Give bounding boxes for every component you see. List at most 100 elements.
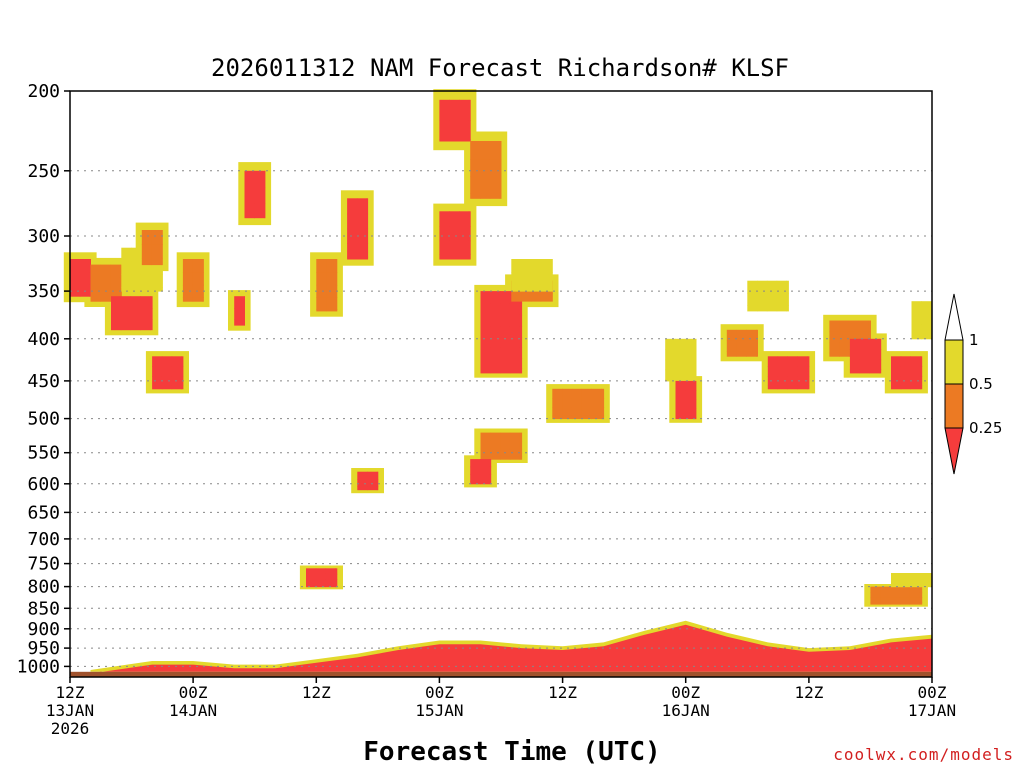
ri-cell (829, 331, 840, 343)
x-tick-label: 2026 (51, 719, 90, 738)
boundary-layer (70, 620, 932, 677)
ri-cell (891, 578, 902, 585)
ri-cell (316, 297, 327, 310)
ri-cell (152, 385, 163, 390)
ri-cell (766, 293, 778, 306)
ri-cell (244, 296, 245, 309)
ri-cell (306, 584, 317, 588)
ri-cell (366, 228, 369, 244)
ri-cell (500, 326, 511, 338)
ri-cell (747, 305, 758, 312)
x-tick-label: 12Z (56, 683, 85, 702)
ri-cell (449, 226, 460, 242)
ri-cell (347, 243, 358, 258)
ri-cell (489, 193, 501, 199)
ri-cell (244, 170, 255, 189)
ri-cell (459, 240, 470, 255)
ri-cell (581, 407, 592, 417)
ri-cell (591, 407, 602, 417)
y-tick-label: 850 (27, 598, 60, 619)
ri-cell (489, 481, 492, 485)
ri-cell (499, 193, 502, 199)
ri-cell (509, 448, 521, 458)
ri-cell (89, 259, 91, 273)
ri-cell (161, 385, 173, 390)
ri-cell (571, 388, 583, 399)
ri-cell (807, 376, 810, 387)
ri-cell (131, 287, 142, 292)
ri-cell (499, 159, 502, 177)
ri-cell (326, 259, 337, 273)
ri-cell (70, 284, 81, 297)
ri-cell (829, 342, 840, 354)
ri-cell (470, 176, 481, 194)
ri-cell (684, 349, 696, 361)
ri-cell (694, 349, 697, 361)
ri-cell (141, 257, 153, 266)
ri-cell (264, 170, 266, 189)
ri-cell (900, 366, 911, 377)
ri-cell (766, 280, 778, 294)
ri-cell (490, 448, 501, 458)
ri-cell (521, 293, 532, 302)
ri-cell (490, 368, 501, 374)
ri-cell (920, 356, 923, 367)
ri-cell (909, 586, 920, 593)
ri-cell (470, 159, 481, 177)
ri-cell (111, 296, 122, 309)
y-tick-label: 950 (27, 638, 60, 659)
ri-cell (757, 305, 768, 312)
ri-cell (921, 324, 932, 336)
ri-cell (89, 272, 91, 286)
ri-cell (521, 259, 532, 273)
ri-cell (480, 337, 491, 349)
ri-cell (776, 305, 787, 312)
boundary-layer-core (90, 624, 932, 674)
ri-cell (511, 272, 522, 286)
x-tick-label: 14JAN (169, 701, 217, 720)
ri-cell (685, 390, 696, 400)
y-tick-label: 700 (27, 529, 60, 550)
legend-label: 1 (969, 331, 979, 349)
ri-cell (468, 99, 471, 121)
ri-cell (685, 408, 696, 418)
ri-cell (480, 176, 491, 194)
ri-cell (449, 254, 460, 260)
x-tick-label: 12Z (794, 683, 823, 702)
ri-cell (202, 272, 204, 286)
ri-cell (694, 379, 697, 382)
ri-cell (150, 296, 153, 309)
ri-cell (920, 366, 923, 377)
ri-cell (736, 340, 747, 352)
ri-cell (489, 459, 492, 468)
ri-cell (90, 277, 101, 291)
ri-cell (366, 256, 369, 260)
ri-cell (879, 349, 882, 361)
ri-cell (900, 376, 911, 387)
ri-cell (685, 380, 696, 391)
ri-cell (500, 337, 511, 349)
ri-cell (202, 259, 204, 273)
ri-cell (490, 440, 501, 450)
ri-cell (468, 254, 471, 260)
ri-cell (910, 584, 921, 588)
ri-cell (171, 366, 182, 377)
ri-cell (858, 331, 870, 343)
ri-cell (868, 331, 871, 343)
ri-cell (234, 319, 245, 326)
y-tick-label: 200 (27, 81, 60, 102)
x-tick-label: 00Z (425, 683, 454, 702)
y-tick-label: 300 (27, 226, 60, 247)
ri-cell (119, 277, 122, 291)
ri-cell (787, 385, 798, 390)
ri-cell (254, 170, 265, 189)
ri-cell (499, 141, 502, 160)
ri-cell (859, 349, 870, 361)
ri-cell (695, 408, 697, 418)
ri-cell (530, 259, 542, 273)
ri-cell (519, 326, 523, 338)
ri-cell (439, 240, 450, 255)
ri-cell (335, 309, 338, 312)
ri-cell (521, 272, 532, 286)
ri-cell (500, 303, 511, 316)
